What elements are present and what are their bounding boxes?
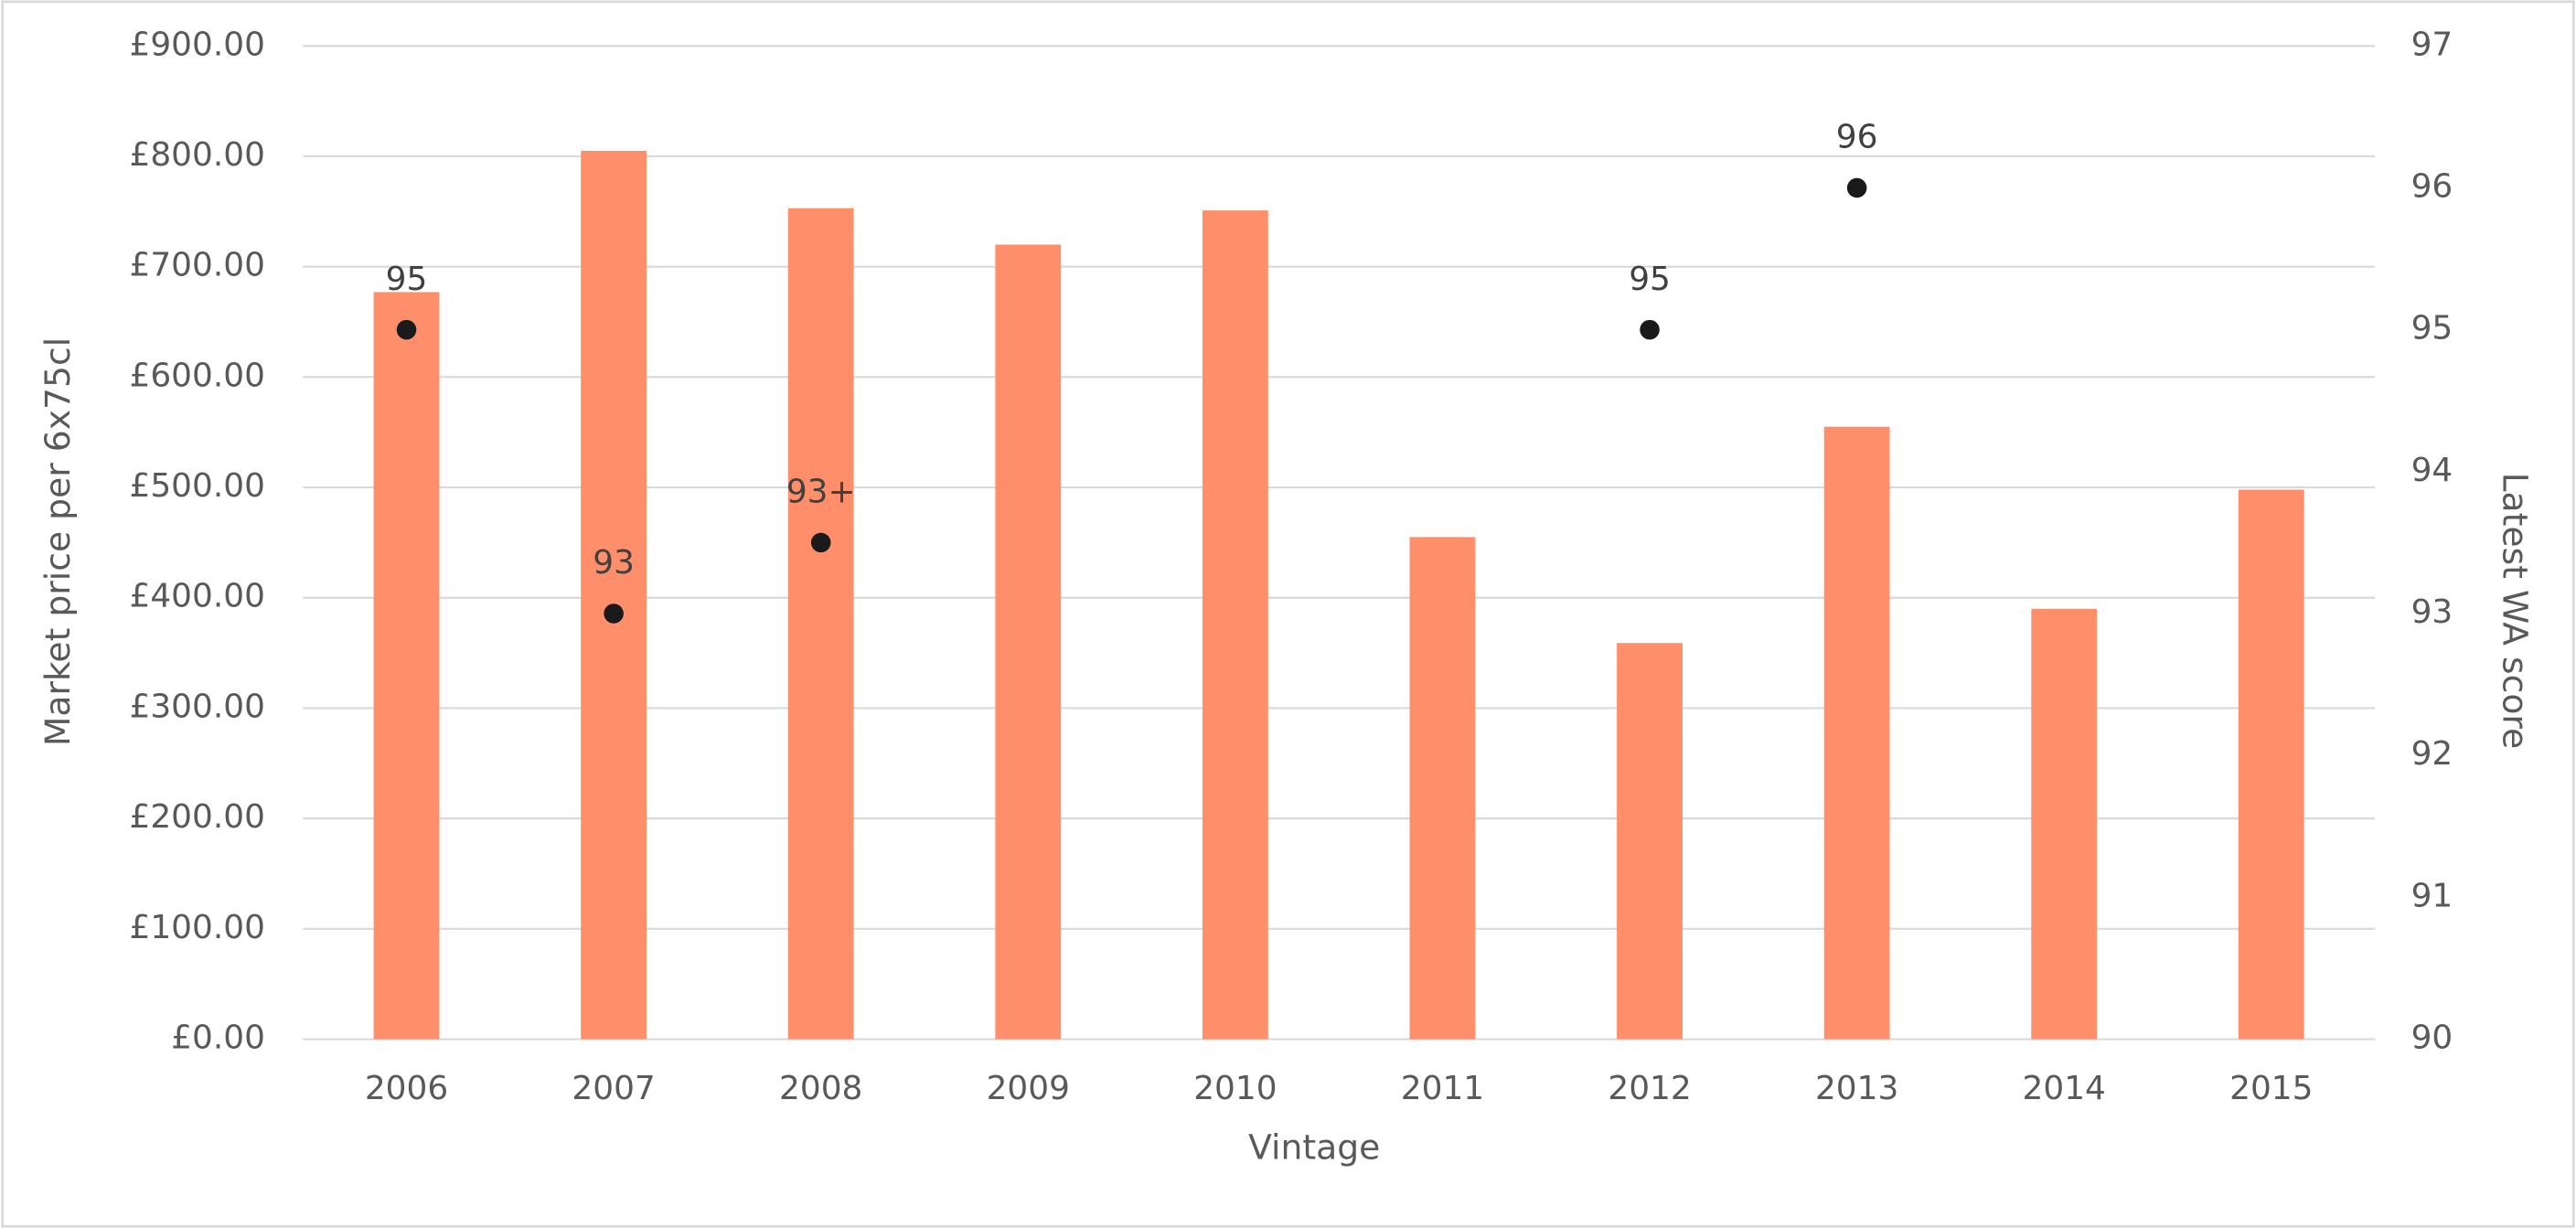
bar (1617, 643, 1683, 1040)
y-tick-label: £500.00 (130, 467, 265, 505)
point (604, 603, 624, 624)
data-label: 95 (1629, 261, 1671, 298)
bar (2238, 489, 2304, 1040)
bar (787, 208, 854, 1040)
y-tick-label: £200.00 (130, 798, 265, 836)
x-tick-label: 2013 (1815, 1070, 1898, 1107)
bar (2031, 608, 2098, 1040)
x-tick-label: 2011 (1401, 1070, 1484, 1107)
y-tick-label: £300.00 (130, 688, 265, 725)
point (1640, 319, 1660, 340)
y-tick-label: £800.00 (130, 136, 265, 174)
y2-tick-label: 97 (2411, 26, 2453, 63)
x-tick-label: 2014 (2023, 1070, 2106, 1107)
x-axis-title: Vintage (1248, 1127, 1380, 1167)
y-tick-label: £600.00 (130, 357, 265, 394)
bar (1823, 426, 1890, 1040)
x-tick-label: 2010 (1193, 1070, 1277, 1107)
point (1846, 177, 1867, 198)
y-axis-title: Market price per 6x75cl (37, 337, 78, 746)
y2-tick-label: 96 (2411, 167, 2453, 205)
data-label: 95 (386, 261, 428, 298)
y2-tick-label: 91 (2411, 877, 2453, 914)
x-tick-label: 2006 (365, 1070, 448, 1107)
y-tick-label: £0.00 (171, 1020, 265, 1057)
bar (373, 292, 440, 1040)
bar (995, 244, 1062, 1040)
x-tick-label: 2009 (987, 1070, 1070, 1107)
y2-tick-label: 94 (2411, 452, 2453, 489)
x-tick-label: 2007 (572, 1070, 655, 1107)
data-label: 96 (1836, 119, 1878, 156)
y-tick-label: £700.00 (130, 247, 265, 284)
y-tick-label: £100.00 (130, 909, 265, 946)
x-tick-label: 2008 (779, 1070, 862, 1107)
point (396, 319, 417, 340)
x-tick-label: 2012 (1608, 1070, 1691, 1107)
y2-tick-label: 95 (2411, 310, 2453, 347)
data-label: 93 (593, 544, 635, 582)
x-tick-label: 2015 (2229, 1070, 2313, 1107)
point (810, 532, 831, 553)
bar (1202, 210, 1268, 1040)
data-label: 93+ (786, 474, 856, 511)
bar (1409, 537, 1476, 1040)
y-tick-label: £400.00 (130, 578, 265, 615)
y2-tick-label: 90 (2411, 1020, 2453, 1057)
y-tick-label: £900.00 (130, 26, 265, 63)
y2-axis-title: Latest WA score (2495, 473, 2535, 750)
bar (581, 150, 647, 1040)
y2-tick-label: 92 (2411, 735, 2453, 773)
y2-tick-label: 93 (2411, 593, 2453, 631)
